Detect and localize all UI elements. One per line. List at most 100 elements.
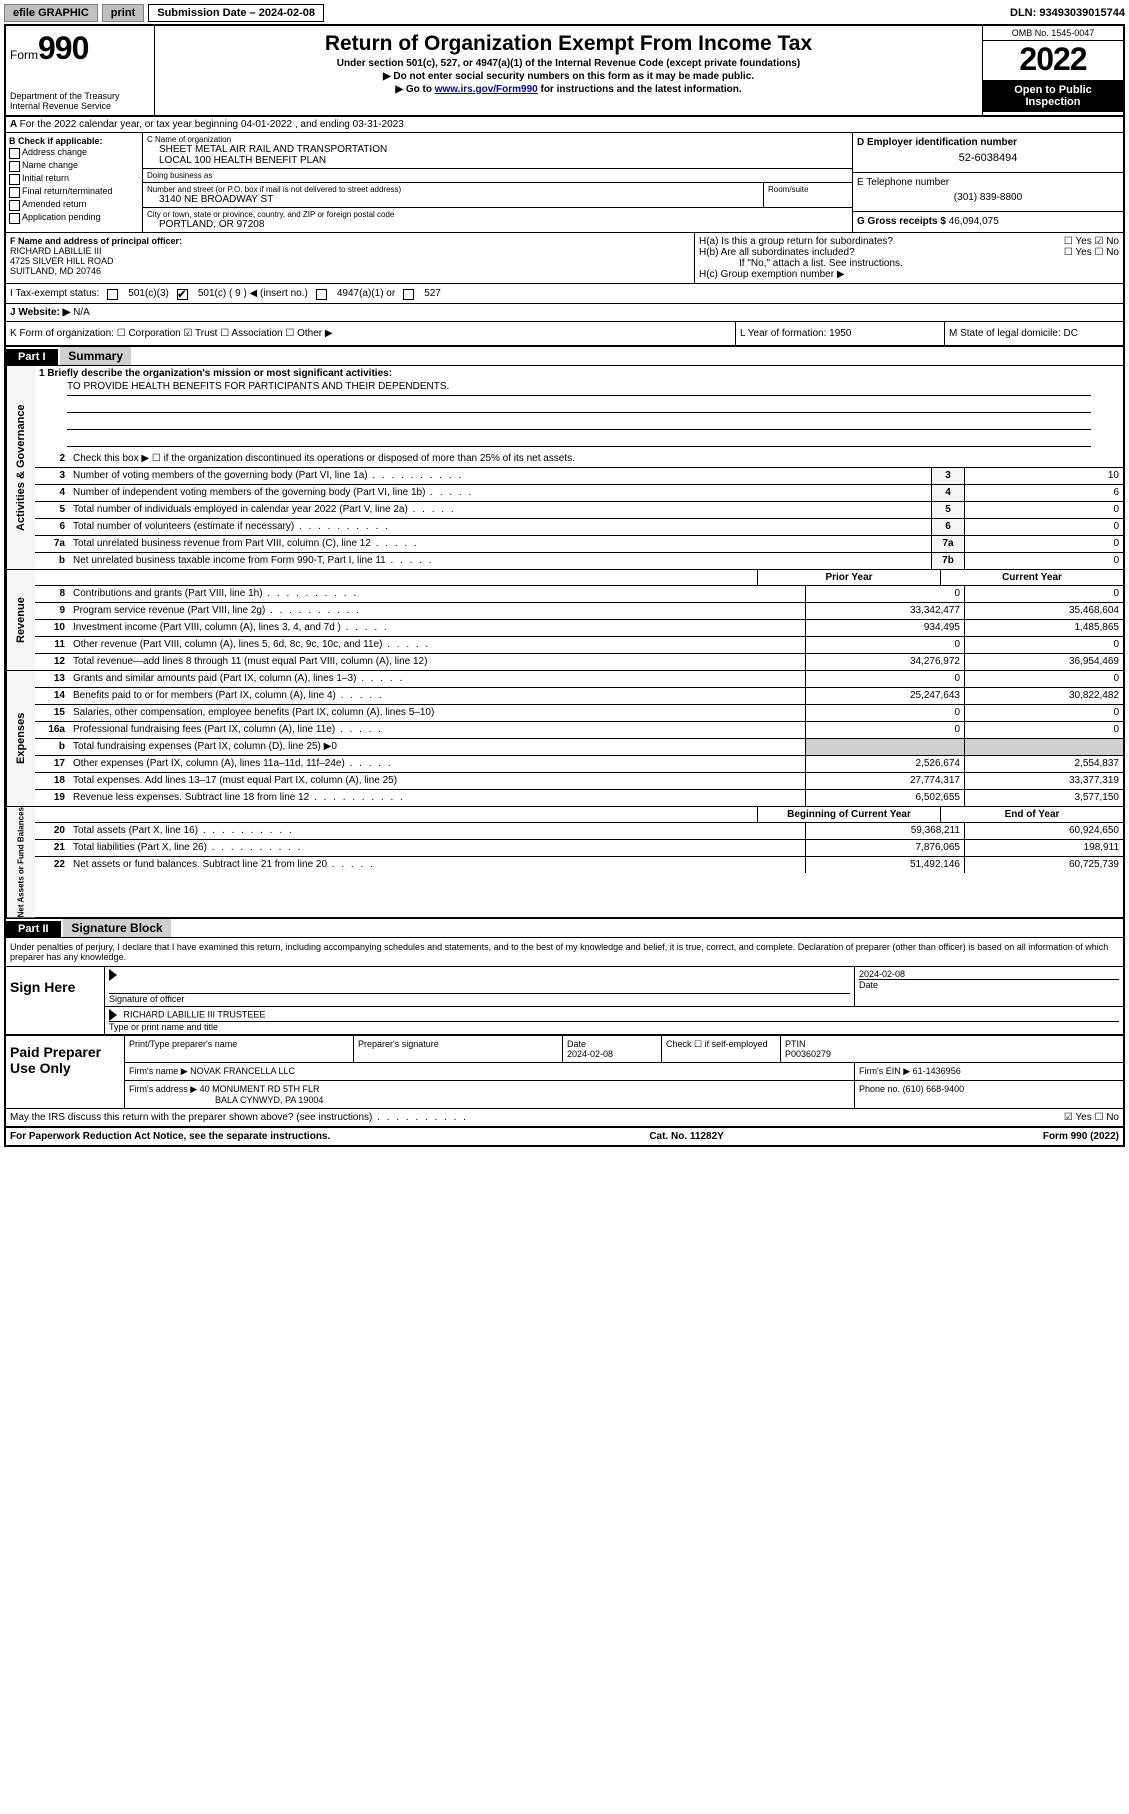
- amended-return-check[interactable]: [9, 200, 20, 211]
- initial-return-check[interactable]: [9, 174, 20, 185]
- rev-l12-cy: 36,954,469: [964, 654, 1123, 670]
- 4947-check[interactable]: [316, 289, 327, 300]
- may-discuss-row: May the IRS discuss this return with the…: [6, 1108, 1123, 1126]
- sig-tri-icon: [109, 969, 117, 981]
- rev-l9: Program service revenue (Part VIII, line…: [71, 603, 805, 619]
- may-yn: ☑ Yes ☐ No: [1064, 1112, 1119, 1123]
- rev-l11: Other revenue (Part VIII, column (A), li…: [71, 637, 805, 653]
- rev-l12-py: 34,276,972: [805, 654, 964, 670]
- print-button[interactable]: print: [102, 4, 144, 22]
- ein-label: D Employer identification number: [857, 137, 1017, 148]
- line-l: L Year of formation: 1950: [735, 322, 944, 345]
- line3-pre: ▶ Go to: [395, 84, 434, 95]
- exp-l14: Benefits paid to or for members (Part IX…: [71, 688, 805, 704]
- rev-l12: Total revenue—add lines 8 through 11 (mu…: [71, 654, 805, 670]
- paid-right: Print/Type preparer's name Preparer's si…: [124, 1036, 1123, 1108]
- opt-final: Final return/terminated: [22, 186, 113, 196]
- line-m: M State of legal domicile: DC: [944, 322, 1123, 345]
- form-outer: Form990 Department of the Treasury Inter…: [4, 24, 1125, 1147]
- paid-c3-label: Date: [567, 1039, 586, 1049]
- gov-sidebar: Activities & Governance: [6, 366, 35, 569]
- phone-value: (301) 839-8800: [857, 188, 1119, 207]
- 527-check[interactable]: [403, 289, 414, 300]
- na-l20-e: 60,924,650: [964, 823, 1123, 839]
- sig-date-value: 2024-02-08: [859, 969, 1119, 979]
- sig-name: RICHARD LABILLIE III TRUSTEEE: [124, 1010, 266, 1020]
- final-return-check[interactable]: [9, 187, 20, 198]
- phone-label: E Telephone number: [857, 177, 1119, 188]
- exp-l15-py: 0: [805, 705, 964, 721]
- line-a-text: For the 2022 calendar year, or tax year …: [20, 119, 404, 130]
- exp-l17: Other expenses (Part IX, column (A), lin…: [71, 756, 805, 772]
- mission-text: TO PROVIDE HEALTH BENEFITS FOR PARTICIPA…: [67, 381, 1091, 396]
- ein-value: 52-6038494: [857, 148, 1119, 168]
- top-bar: efile GRAPHIC print Submission Date – 20…: [4, 4, 1125, 22]
- hb-label: H(b) Are all subordinates included?: [699, 247, 855, 258]
- street-value: 3140 NE BROADWAY ST: [147, 194, 759, 205]
- header-left: Form990 Department of the Treasury Inter…: [6, 26, 155, 115]
- rev-l9-cy: 35,468,604: [964, 603, 1123, 619]
- officer-addr2: SUITLAND, MD 20746: [10, 266, 101, 276]
- firm-label: Firm's name ▶: [129, 1066, 188, 1076]
- gov-l7b: Net unrelated business taxable income fr…: [71, 553, 931, 569]
- rev-l8-py: 0: [805, 586, 964, 602]
- mission-label: 1 Briefly describe the organization's mi…: [39, 368, 392, 379]
- header-mid: Return of Organization Exempt From Incom…: [155, 26, 982, 115]
- block-b-through-g: B Check if applicable: Address change Na…: [6, 133, 1123, 232]
- form-footer: For Paperwork Reduction Act Notice, see …: [6, 1126, 1123, 1145]
- na-l20-b: 59,368,211: [805, 823, 964, 839]
- efile-button[interactable]: efile GRAPHIC: [4, 4, 98, 22]
- opt-addr: Address change: [22, 147, 87, 157]
- rev-l10: Investment income (Part VIII, column (A)…: [71, 620, 805, 636]
- org-name: SHEET METAL AIR RAIL AND TRANSPORTATION …: [147, 144, 848, 166]
- j-label: J Website: ▶: [10, 307, 70, 318]
- hdr-current: Current Year: [940, 570, 1123, 585]
- exp-l19: Revenue less expenses. Subtract line 18 …: [71, 790, 805, 806]
- tax-year: 2022: [983, 41, 1123, 78]
- ha-yn: ☐ Yes ☑ No: [1064, 236, 1119, 247]
- addr-change-check[interactable]: [9, 148, 20, 159]
- na-l21: Total liabilities (Part X, line 26): [71, 840, 805, 856]
- city-value: PORTLAND, OR 97208: [147, 219, 848, 230]
- app-pending-check[interactable]: [9, 213, 20, 224]
- exp-l14-cy: 30,822,482: [964, 688, 1123, 704]
- sign-here-label: Sign Here: [6, 967, 104, 1034]
- org-name-label: C Name of organization: [147, 135, 848, 144]
- exp-l18: Total expenses. Add lines 13–17 (must eq…: [71, 773, 805, 789]
- paid-c2: Preparer's signature: [354, 1036, 563, 1062]
- firm-phone-label: Phone no.: [859, 1084, 900, 1094]
- gov-v7b: 0: [964, 553, 1123, 569]
- exp-l18-py: 27,774,317: [805, 773, 964, 789]
- 501c-check[interactable]: [177, 289, 188, 300]
- name-change-check[interactable]: [9, 161, 20, 172]
- rev-l8: Contributions and grants (Part VIII, lin…: [71, 586, 805, 602]
- rev-l9-py: 33,342,477: [805, 603, 964, 619]
- box-h: H(a) Is this a group return for subordin…: [694, 233, 1123, 283]
- hb-yn: ☐ Yes ☐ No: [1064, 247, 1119, 258]
- open-public: Open to Public Inspection: [983, 80, 1123, 112]
- na-l21-b: 7,876,065: [805, 840, 964, 856]
- exp-l13-cy: 0: [964, 671, 1123, 687]
- rev-l10-cy: 1,485,865: [964, 620, 1123, 636]
- 501c3-check[interactable]: [107, 289, 118, 300]
- gov-l5: Total number of individuals employed in …: [71, 502, 931, 518]
- gov-v6: 0: [964, 519, 1123, 535]
- hc-label: H(c) Group exemption number ▶: [699, 269, 1119, 280]
- box-b: B Check if applicable: Address change Na…: [6, 133, 143, 232]
- form-number: Form990: [10, 30, 150, 67]
- gov-body: 1 Briefly describe the organization's mi…: [35, 366, 1123, 569]
- na-section: Net Assets or Fund Balances Beginning of…: [6, 806, 1123, 917]
- sig-date-label: Date: [859, 979, 1119, 990]
- na-l21-e: 198,911: [964, 840, 1123, 856]
- gov-l2: Check this box ▶ ☐ if the organization d…: [71, 451, 1123, 467]
- mission-blank1: [67, 398, 1091, 413]
- na-sidebar: Net Assets or Fund Balances: [6, 807, 35, 917]
- paid-c5-label: PTIN: [785, 1039, 806, 1049]
- exp-l19-cy: 3,577,150: [964, 790, 1123, 806]
- sign-block: Sign Here Signature of officer 2024-02-0…: [6, 966, 1123, 1034]
- instructions-link[interactable]: www.irs.gov/Form990: [435, 84, 538, 95]
- sig-name-label: Type or print name and title: [109, 1021, 1119, 1032]
- opt-init: Initial return: [22, 173, 69, 183]
- part2-header-row: Part II Signature Block: [6, 917, 1123, 937]
- exp-l16a-py: 0: [805, 722, 964, 738]
